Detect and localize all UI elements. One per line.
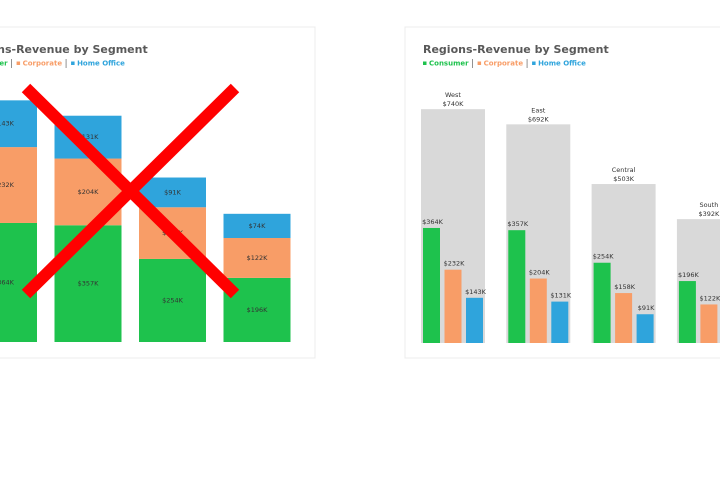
category-label: Central <box>612 166 636 174</box>
bar <box>593 262 611 343</box>
bar <box>423 227 440 343</box>
bar <box>508 230 526 343</box>
data-label: $91K <box>638 304 655 312</box>
legend-swatch <box>532 61 536 65</box>
data-label: $357K <box>78 280 100 288</box>
bar-segment <box>223 238 291 278</box>
bar-segment <box>0 100 37 148</box>
bar-segment <box>223 213 291 239</box>
legend-swatch <box>71 61 75 65</box>
legend-label: Consumer <box>0 60 8 68</box>
data-label: $131K <box>550 292 572 300</box>
data-label: $196K <box>247 306 269 314</box>
bar <box>466 297 483 343</box>
data-label: $74K <box>249 222 266 230</box>
category-label: West <box>445 91 461 99</box>
legend-label: Consumer <box>429 60 469 68</box>
data-label: $122K <box>247 254 269 262</box>
legend-label: Home Office <box>77 60 125 68</box>
data-label: $204K <box>78 188 100 196</box>
data-label: $364K <box>0 278 15 286</box>
legend-label: Home Office <box>538 60 586 68</box>
bar <box>529 278 547 343</box>
bar <box>444 269 462 343</box>
data-label: $364K <box>422 218 444 226</box>
legend-swatch <box>477 61 482 65</box>
total-label: $392K <box>698 210 720 218</box>
data-label: $232K <box>0 181 15 189</box>
data-label: $232K <box>444 260 466 268</box>
cross-out-line <box>21 83 240 299</box>
bar <box>551 301 569 343</box>
data-label: $91K <box>164 188 181 196</box>
chart-title: Regions-Revenue by Segment <box>0 43 148 56</box>
bar <box>615 293 633 343</box>
total-label: $692K <box>528 115 550 123</box>
data-label: $143K <box>0 120 15 128</box>
bar <box>636 314 654 343</box>
total-label: $740K <box>443 100 465 108</box>
category-label: South <box>699 201 718 209</box>
data-label: $357K <box>507 220 529 228</box>
bar-segment <box>54 225 122 342</box>
bar-segment <box>0 147 37 223</box>
bar-segment <box>139 258 206 342</box>
bar <box>700 304 718 343</box>
data-label: $196K <box>678 271 700 279</box>
category-label: East <box>531 106 545 114</box>
data-label: $254K <box>162 296 184 304</box>
legend-label: Corporate <box>23 60 63 68</box>
bar <box>678 281 696 343</box>
chart-title: Regions-Revenue by Segment <box>423 43 609 56</box>
legend-swatch <box>423 61 427 65</box>
legend-swatch <box>16 61 21 65</box>
total-label: $503K <box>613 175 635 183</box>
legend-label: Corporate <box>484 60 524 68</box>
data-label: $254K <box>593 253 615 261</box>
data-label: $122K <box>699 294 720 302</box>
data-label: $143K <box>465 288 487 296</box>
data-label: $131K <box>78 133 100 141</box>
data-label: $204K <box>529 269 551 277</box>
data-label: $158K <box>614 283 636 291</box>
